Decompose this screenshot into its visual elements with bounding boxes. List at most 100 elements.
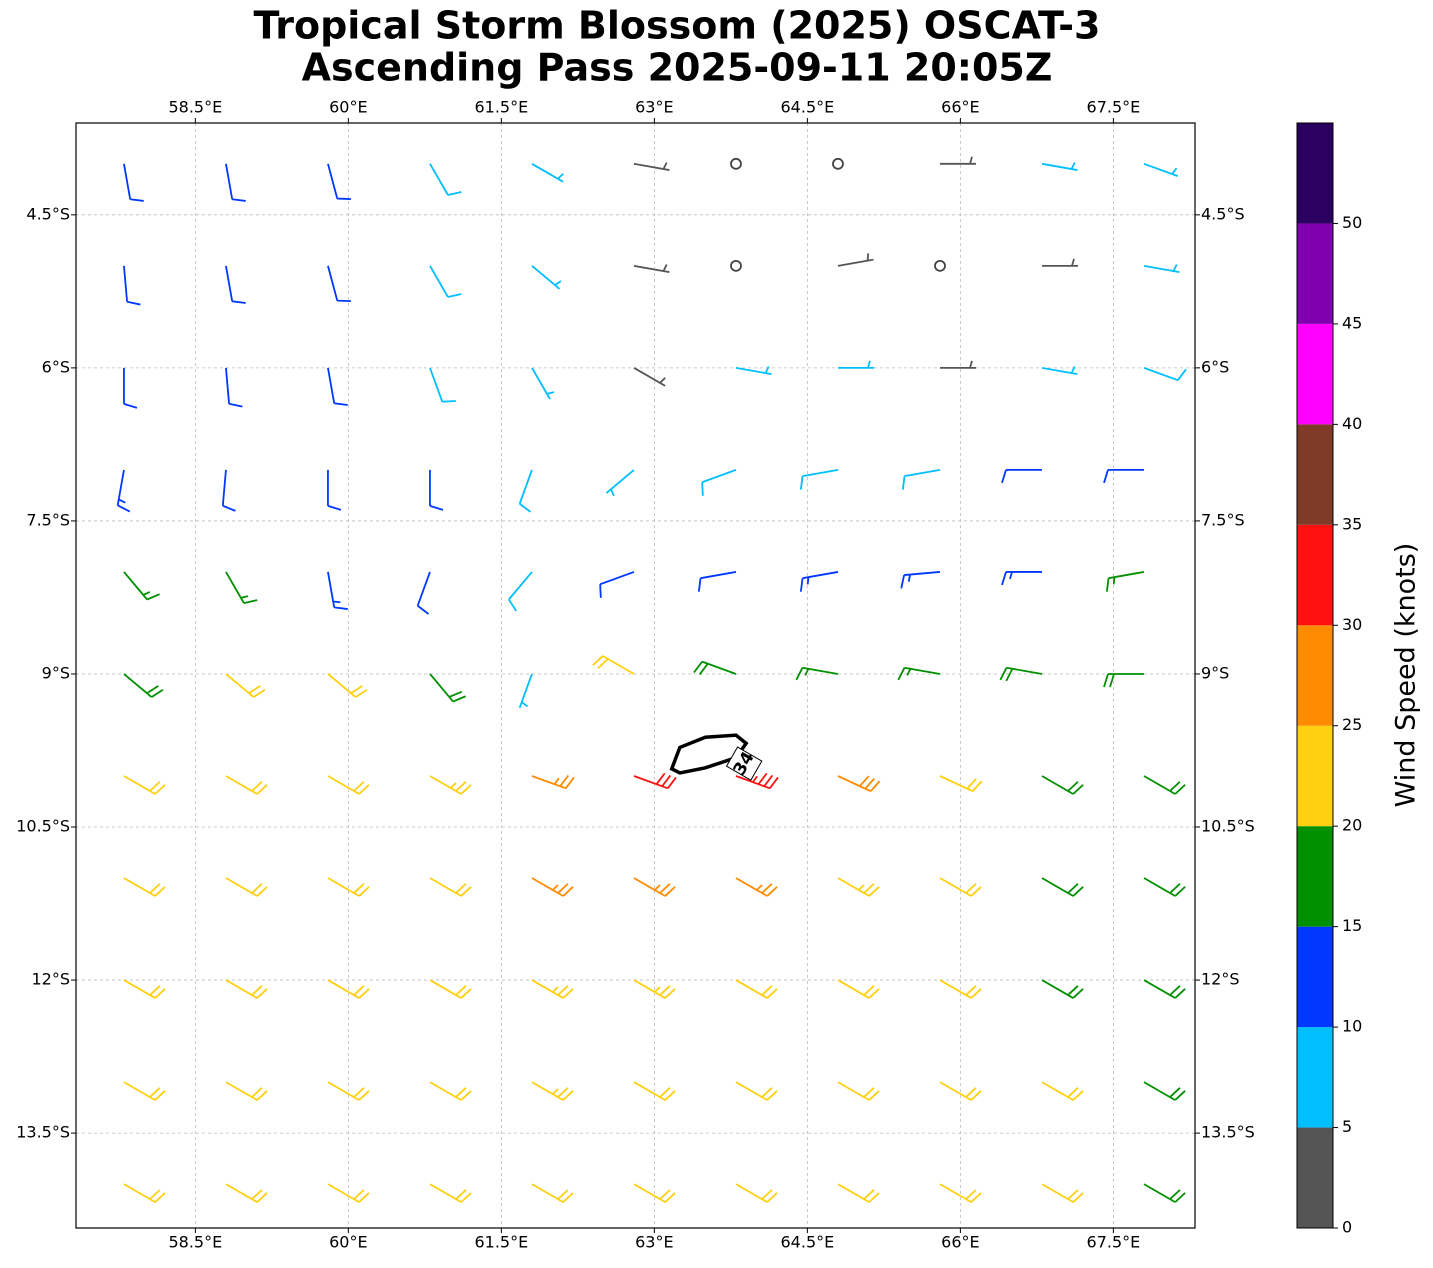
wind-barb [327, 469, 342, 511]
wind-barb [1143, 162, 1179, 177]
wind-barb [605, 469, 635, 497]
wind-barb [1001, 571, 1042, 586]
wind-barb [633, 1081, 676, 1101]
wind-barb [837, 360, 874, 369]
wind-barb [799, 571, 839, 592]
y-tick-label: 4.5°S [1201, 204, 1245, 223]
wind-barb [900, 571, 941, 589]
wind-barb [429, 265, 462, 298]
wind-barb [518, 673, 533, 709]
wind-barb [508, 571, 533, 612]
wind-barb [1103, 469, 1144, 484]
colorbar-tick-label: 35 [1342, 514, 1362, 533]
colorbar-segment [1297, 123, 1333, 224]
wind-barb [123, 1183, 166, 1203]
wind-barb [327, 1081, 370, 1101]
wind-barb [837, 1081, 880, 1101]
wind-barb [123, 571, 160, 601]
wind-barb [1041, 258, 1078, 267]
wind-barb [225, 571, 258, 604]
y-tick-label: 6°S [42, 357, 70, 376]
wind-barb [1143, 979, 1186, 999]
wind-barb [123, 673, 164, 698]
wind-barb [1103, 673, 1144, 688]
wind-barb [327, 775, 370, 795]
wind-barb [701, 469, 737, 496]
wind-barb [531, 163, 564, 183]
x-tick-label: 64.5°E [781, 1233, 835, 1252]
wind-barb [837, 979, 880, 999]
y-tick-label: 4.5°S [26, 204, 70, 223]
wind-barb [123, 775, 166, 795]
wind-barb [837, 775, 881, 793]
wind-barb [693, 660, 737, 676]
wind-barb [735, 772, 779, 790]
wind-barb [735, 366, 772, 376]
wind-barb [1143, 877, 1186, 897]
wind-barb [429, 979, 472, 999]
y-tick-label: 9°S [1201, 663, 1229, 682]
y-tick-label: 12°S [1201, 970, 1240, 989]
colorbar-segment [1297, 524, 1333, 626]
wind-barb [225, 775, 268, 795]
wind-barb [837, 877, 880, 897]
wind-barb [939, 775, 983, 793]
wind-barb [225, 1081, 268, 1101]
wind-barb [123, 265, 141, 306]
title: Ascending Pass 2025-09-11 20:05Z [302, 46, 1053, 90]
wind-barb [531, 367, 555, 400]
wind-barb [633, 979, 676, 999]
wind-barb [1143, 775, 1186, 795]
wind-barb [327, 877, 370, 897]
x-tick-label: 64.5°E [781, 98, 835, 117]
wind-barb [123, 979, 166, 999]
wind-barb [429, 775, 472, 795]
contour-line [669, 733, 749, 775]
colorbar-tick-label: 20 [1342, 816, 1362, 835]
y-tick-label: 7.5°S [26, 510, 70, 529]
wind-barb [1143, 367, 1187, 382]
colorbar-segment [1297, 625, 1333, 726]
wind-barb [837, 1183, 880, 1203]
x-tick-label: 61.5°E [474, 98, 528, 117]
colorbar-tick-label: 0 [1342, 1218, 1352, 1237]
wind-barb [939, 156, 976, 165]
colorbar-segment [1297, 424, 1333, 525]
wind-barb [225, 265, 246, 304]
wind-barb [897, 666, 941, 681]
wind-barb [123, 877, 166, 897]
wind-barb [531, 1081, 574, 1101]
wind-barb [633, 264, 670, 273]
wind-barb [531, 877, 574, 897]
x-tick-label: 60°E [329, 1233, 367, 1252]
x-tick-label: 66°E [941, 1233, 979, 1252]
wind-barb [429, 673, 466, 703]
wind-barb [633, 367, 666, 387]
wind-barb [225, 163, 246, 202]
wind-barb [795, 666, 839, 681]
wind-barb [225, 1183, 268, 1203]
wind-barb [221, 469, 236, 512]
wind-barb [1041, 877, 1084, 897]
y-tick-label: 13.5°S [1201, 1123, 1255, 1142]
x-tick-label: 63°E [635, 1233, 673, 1252]
wind-barb [327, 163, 351, 200]
wind-barb [633, 877, 676, 897]
wind-barb [939, 360, 976, 369]
wind-barb [327, 979, 370, 999]
x-tick-label: 67.5°E [1087, 1233, 1141, 1252]
wind-barb [735, 1183, 778, 1203]
y-tick-label: 10.5°S [16, 817, 70, 836]
wind-barb [429, 469, 444, 511]
colorbar-segment [1297, 223, 1333, 324]
wind-barb [225, 979, 268, 999]
wind-barb [123, 367, 138, 409]
calm-barb [934, 259, 946, 272]
wind-barb [531, 979, 574, 999]
wind-barb [123, 1081, 166, 1101]
wind-barb [592, 655, 635, 675]
wind-barb [123, 163, 144, 202]
wind-barb [429, 367, 456, 403]
calm-barb [730, 157, 742, 170]
colorbar-segment [1297, 926, 1333, 1028]
